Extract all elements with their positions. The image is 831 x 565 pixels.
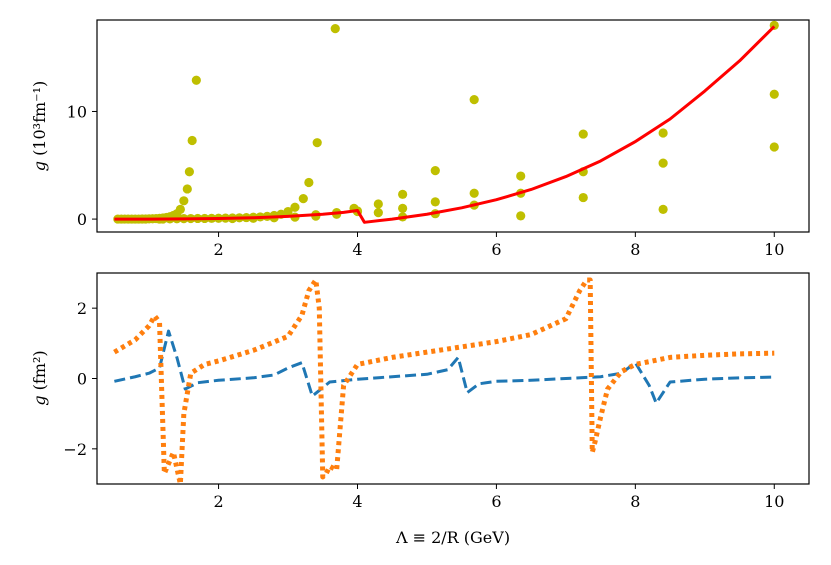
top-ticks: 2 4 6 8 10 0 10	[67, 102, 785, 259]
scatter-point	[191, 75, 201, 85]
scatter-point	[179, 196, 189, 206]
scatter-point	[469, 188, 479, 198]
scatter-point	[469, 95, 479, 105]
scatter-point	[398, 189, 408, 199]
scatter-point	[578, 192, 588, 203]
scatter-point	[175, 204, 185, 215]
scatter-point	[298, 194, 308, 204]
top-ytick-label: 10	[67, 102, 87, 121]
top-ytick-label: 0	[77, 210, 87, 229]
scatter-point	[658, 128, 668, 138]
scatter-point	[516, 211, 526, 221]
scatter-point	[430, 166, 440, 176]
bottom-ytick-label: 0	[77, 370, 87, 389]
scatter-point	[182, 184, 192, 194]
scatter-point	[658, 204, 668, 215]
bottom-xtick-label: 4	[352, 492, 362, 511]
scatter-point	[373, 208, 383, 218]
top-ylabel-symbol: g	[30, 161, 49, 171]
scatter-point	[373, 199, 383, 209]
bottom-ylabel-unit: (fm²)	[30, 350, 49, 395]
scatter-point	[578, 129, 588, 139]
scatter-point	[769, 89, 779, 99]
scatter-point	[304, 177, 314, 188]
scatter-point	[187, 135, 197, 146]
scatter-point	[283, 206, 293, 217]
top-xtick-label: 6	[491, 240, 501, 259]
bottom-ytick-label: −2	[63, 440, 87, 459]
scatter-point	[184, 167, 194, 177]
bottom-xtick-label: 2	[213, 492, 223, 511]
bottom-xtick-label: 6	[491, 492, 501, 511]
bottom-ylabel: g (fm²)	[30, 350, 49, 405]
top-xtick-label: 4	[352, 240, 362, 259]
scatter-point	[430, 197, 440, 207]
scatter-point	[516, 171, 526, 181]
scatter-point	[330, 24, 340, 34]
bottom-xlabel: Λ ≡ 2/R (GeV)	[395, 528, 510, 547]
dotted-series-line	[113, 277, 775, 484]
top-marks	[113, 20, 779, 224]
bottom-marks	[113, 277, 775, 484]
top-plot-area	[113, 20, 779, 224]
bottom-panel: 2 4 6 8 10 2 0 −2 g (fm²) Λ ≡ 2/R (GeV)	[30, 272, 810, 547]
bottom-ylabel-symbol: g	[30, 395, 49, 405]
bottom-ticks: 2 4 6 8 10 2 0 −2	[63, 299, 784, 511]
scatter-point	[290, 202, 300, 212]
top-xtick-label: 10	[764, 240, 784, 259]
top-axes-frame	[96, 19, 810, 233]
bottom-ytick-label: 2	[77, 299, 87, 318]
top-ylabel: g (10³fm⁻¹)	[30, 81, 49, 172]
dashed-series-line	[114, 329, 775, 405]
bottom-xtick-label: 8	[630, 492, 640, 511]
fit-line	[114, 25, 776, 224]
bottom-xtick-label: 10	[764, 492, 784, 511]
scatter-point	[769, 142, 779, 152]
scatter-point	[398, 203, 408, 213]
top-xtick-label: 2	[213, 240, 223, 259]
top-panel: 2 4 6 8 10 0 10 g (10³fm⁻¹)	[30, 19, 810, 259]
scatter-point	[658, 158, 668, 168]
scatter-point	[312, 138, 322, 148]
top-ylabel-unit: (10³fm⁻¹)	[30, 81, 49, 161]
top-xtick-label: 8	[630, 240, 640, 259]
bottom-plot-area	[113, 277, 775, 484]
